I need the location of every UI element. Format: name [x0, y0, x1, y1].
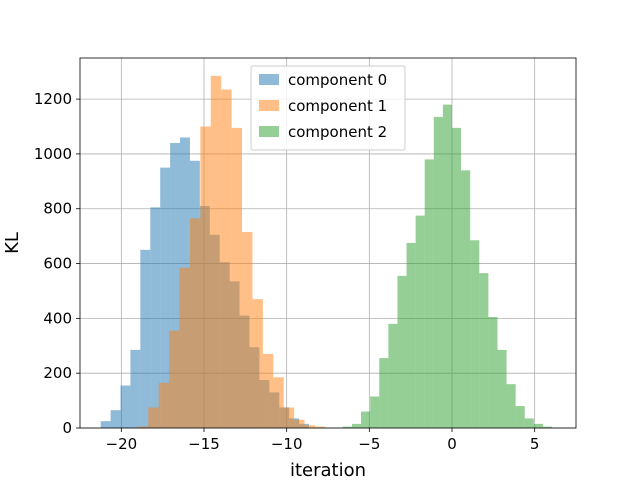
histogram-bar-series-2 — [424, 159, 434, 428]
histogram-bar-series-2 — [361, 411, 371, 428]
histogram-bar-series-1 — [210, 75, 222, 428]
histogram-bar-series-0 — [110, 410, 121, 428]
plot-frame — [79, 57, 577, 429]
histogram-bar-series-1 — [304, 425, 315, 428]
histogram-bar-series-2 — [415, 215, 425, 428]
x-axis-ticks: −20 −15 −10 −5 0 5 — [106, 428, 540, 453]
histogram-bar-series-2 — [433, 116, 443, 428]
histogram-bar-series-0 — [140, 249, 151, 428]
y-tick-label: 1200 — [34, 90, 72, 108]
histogram-bar-series-0 — [120, 385, 131, 428]
y-tick-label: 400 — [43, 309, 72, 327]
x-tick-label: −5 — [358, 435, 380, 453]
histogram-bar-series-2 — [506, 384, 516, 428]
legend-label: component 1 — [288, 97, 387, 115]
legend-box — [250, 65, 406, 151]
histogram-bar-series-2 — [497, 349, 507, 428]
histogram-bar-series-2 — [488, 317, 498, 428]
histogram-bar-series-0 — [170, 142, 181, 429]
y-tick-label: 0 — [62, 419, 72, 437]
histogram-bar-series-1 — [242, 232, 253, 428]
histogram-bar-series-2 — [379, 358, 389, 428]
histogram-bar-series-1 — [221, 89, 232, 428]
histogram-bar-series-1 — [137, 426, 149, 428]
histogram-bar-series-1 — [314, 426, 326, 428]
legend-swatch — [259, 100, 279, 111]
histogram-bar-series-2 — [442, 104, 452, 428]
y-tick-label: 200 — [43, 364, 72, 382]
histogram-bar-series-2 — [533, 423, 543, 428]
histogram-bar-series-1 — [148, 407, 159, 428]
legend-swatch — [259, 74, 279, 85]
histogram-bar-series-0 — [130, 349, 141, 428]
histogram-bar-series-2 — [524, 418, 534, 428]
histogram-bar-series-1 — [294, 419, 305, 428]
legend: component 0 component 1 component 2 — [250, 65, 406, 151]
y-axis-ticks: 0 200 400 600 800 1000 1200 — [34, 90, 80, 437]
histogram-bar-series-1 — [179, 267, 190, 428]
x-tick-label: 0 — [447, 435, 457, 453]
x-tick-label: 5 — [530, 435, 540, 453]
histogram-bar-series-1 — [200, 126, 211, 428]
histogram-bar-series-2 — [470, 240, 480, 428]
legend-label: component 2 — [288, 123, 387, 141]
x-axis-label: iteration — [290, 460, 366, 480]
legend-label: component 0 — [288, 71, 387, 89]
x-tick-label: −15 — [188, 435, 220, 453]
histogram-bars — [100, 75, 553, 429]
histogram-bar-series-1 — [283, 407, 295, 428]
histogram-bar-series-1 — [189, 218, 201, 428]
histogram-bar-series-1 — [158, 382, 170, 428]
histogram-bar-series-1 — [252, 299, 263, 428]
y-tick-label: 800 — [43, 200, 72, 218]
histogram-bar-series-2 — [370, 396, 380, 428]
histogram-bar-series-1 — [273, 377, 284, 428]
histogram-bar-series-1 — [169, 330, 180, 428]
histogram-bar-series-1 — [231, 127, 243, 428]
histogram-bar-series-1 — [262, 354, 274, 428]
histogram-bar-series-2 — [406, 243, 416, 428]
histogram-bar-series-2 — [351, 423, 362, 428]
histogram-bar-series-2 — [342, 426, 352, 428]
y-tick-label: 1000 — [34, 145, 72, 163]
histogram-bar-series-2 — [542, 426, 553, 428]
histogram-bar-series-0 — [150, 207, 161, 428]
y-axis-label: KL — [2, 232, 23, 254]
histogram-bar-series-2 — [479, 273, 489, 428]
legend-swatch — [259, 126, 279, 137]
histogram-bar-series-2 — [397, 275, 407, 428]
histogram-bar-series-2 — [388, 323, 398, 428]
histogram-bar-series-2 — [515, 406, 525, 428]
x-tick-label: −20 — [106, 435, 138, 453]
x-tick-label: −10 — [271, 435, 303, 453]
y-tick-label: 600 — [43, 255, 72, 273]
histogram-bar-series-2 — [452, 127, 462, 428]
histogram-bar-series-2 — [461, 170, 471, 429]
histogram-bar-series-0 — [160, 167, 171, 428]
histogram-bar-series-0 — [100, 421, 111, 428]
